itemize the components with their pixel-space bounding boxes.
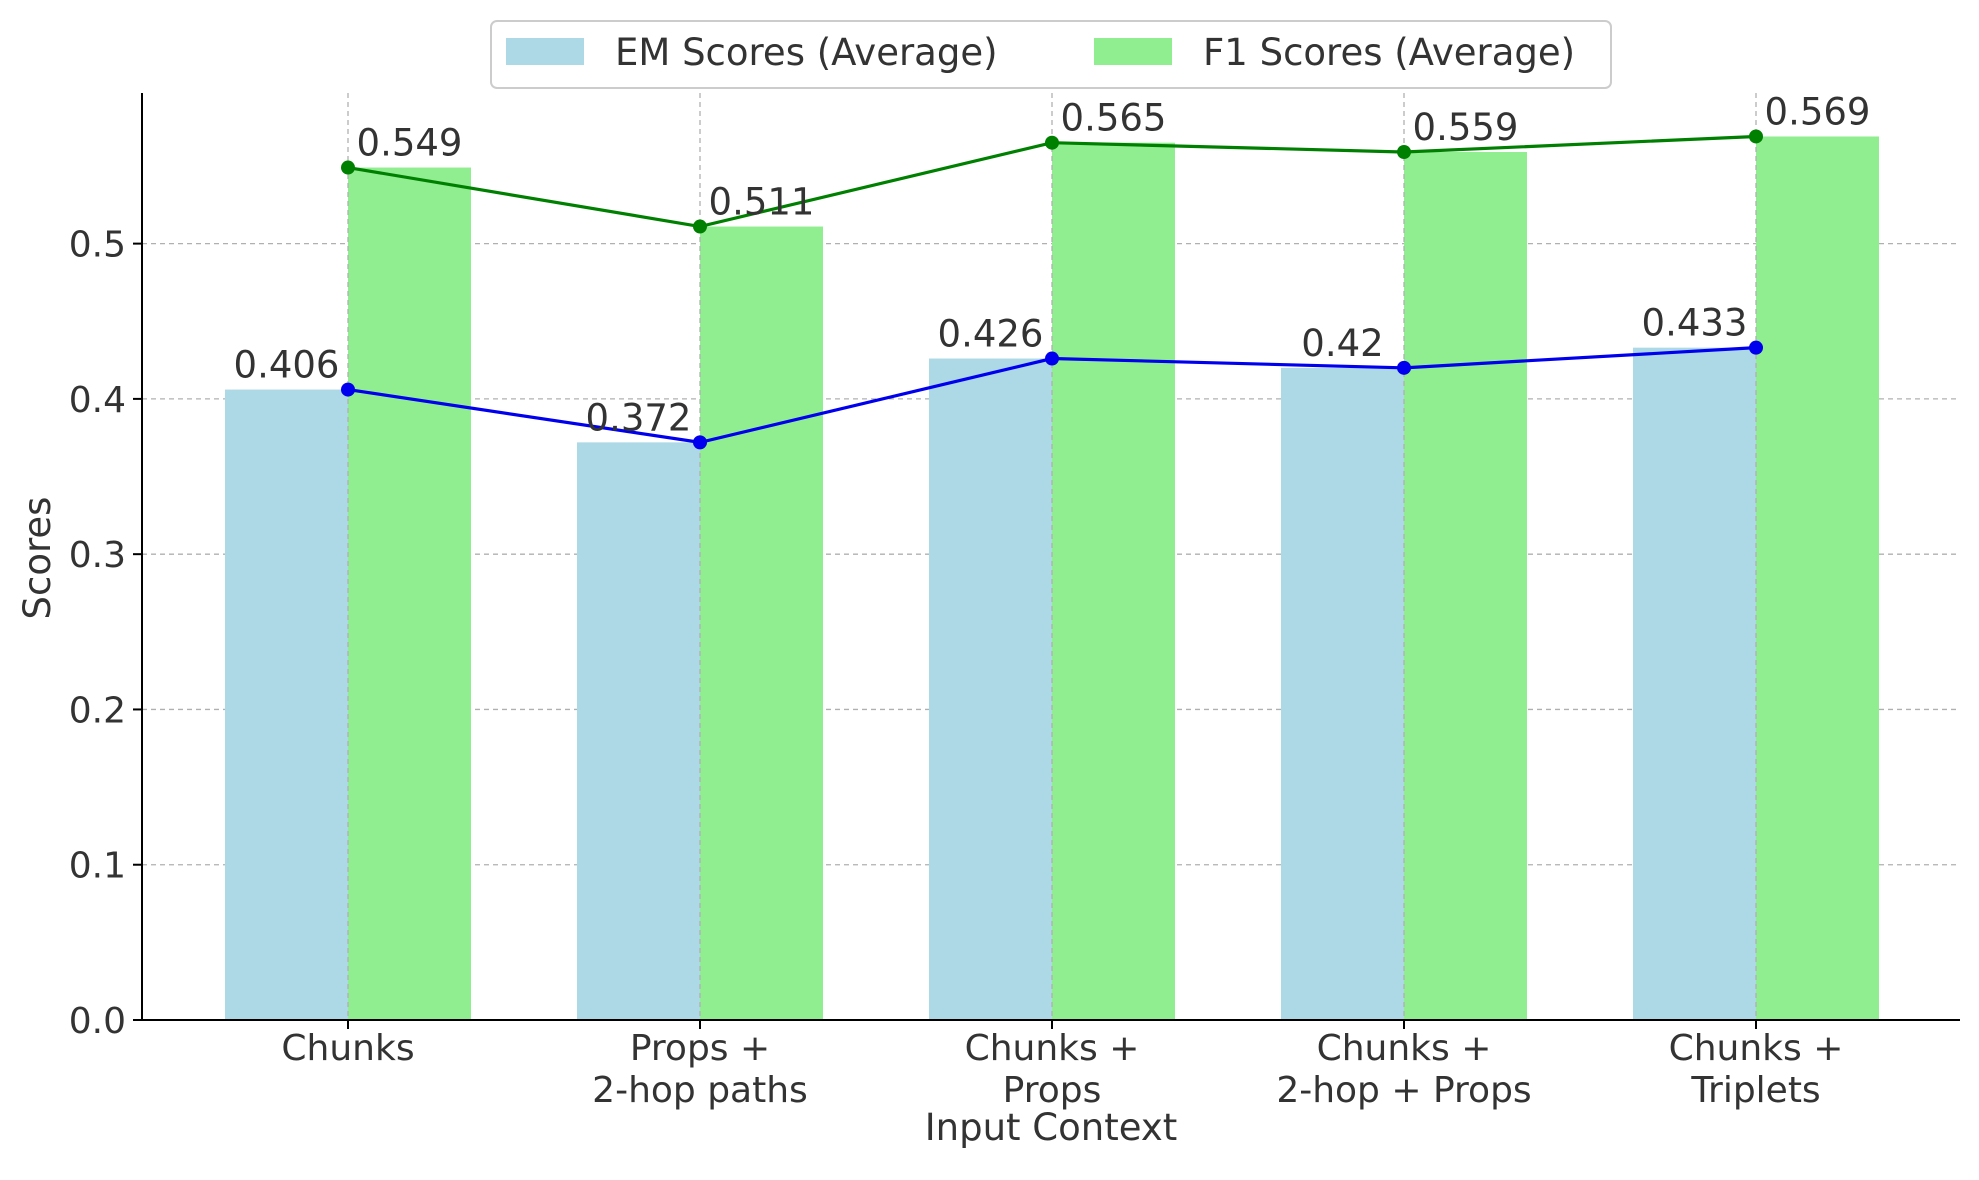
series-point-f1 <box>1397 145 1411 160</box>
y-tick-label: 0.3 <box>69 535 126 576</box>
series-point-em <box>341 382 355 397</box>
series-point-f1 <box>693 219 707 234</box>
series-point-f1 <box>1045 135 1059 150</box>
bar-em <box>1281 367 1404 1020</box>
y-tick-label: 0.0 <box>69 1001 126 1042</box>
bar-em <box>1633 347 1756 1020</box>
x-tick-label: Props <box>1003 1070 1102 1111</box>
legend-label-f1: F1 Scores (Average) <box>1203 31 1575 74</box>
y-tick-label: 0.4 <box>69 380 126 421</box>
series-point-f1 <box>1749 129 1763 144</box>
data-label-f1: 0.549 <box>357 122 463 165</box>
legend-swatch-em <box>506 38 584 65</box>
data-label-em: 0.433 <box>1642 302 1748 345</box>
legend: EM Scores (Average) F1 Scores (Average) <box>490 20 1612 89</box>
legend-swatch-f1 <box>1094 38 1172 65</box>
x-axis-title: Input Context <box>925 1106 1178 1149</box>
bar-em <box>225 389 348 1020</box>
data-label-f1: 0.565 <box>1061 97 1167 140</box>
x-tick-label: Chunks + <box>965 1028 1140 1069</box>
data-label-em: 0.42 <box>1301 322 1383 365</box>
x-tick-label: Triplets <box>1690 1070 1820 1111</box>
series-point-em <box>1397 360 1411 375</box>
series-point-f1 <box>341 160 355 175</box>
data-label-f1: 0.569 <box>1765 90 1871 133</box>
bars-layer <box>225 93 1879 1021</box>
lines-layer <box>341 129 1763 450</box>
legend-frame <box>490 20 1612 89</box>
labels-layer: 0.406 0.372 0.426 0.42 0.433 0.549 0.511 0.565 0… <box>234 90 1871 439</box>
bar-f1 <box>348 167 471 1021</box>
data-label-em: 0.372 <box>586 396 692 439</box>
bar-em <box>577 442 700 1021</box>
bar-f1 <box>1052 142 1175 1020</box>
x-tick-label: Props + <box>630 1028 770 1069</box>
bar-f1 <box>1756 136 1879 1020</box>
x-tick-label: Chunks + <box>1669 1028 1844 1069</box>
y-axis-title: Scores <box>16 497 59 620</box>
bar-em <box>929 358 1052 1021</box>
y-tick-label: 0.5 <box>69 225 126 266</box>
series-point-em <box>1045 351 1059 366</box>
ticks-layer: 0.0 0.1 0.2 0.3 0.4 0.5 Chunks Props +2-hop pat… <box>69 225 1844 1111</box>
y-tick-label: 0.1 <box>69 846 126 887</box>
data-label-em: 0.406 <box>234 344 340 387</box>
data-label-f1: 0.559 <box>1413 106 1519 149</box>
bar-f1 <box>1404 152 1527 1021</box>
x-tick-label: Chunks <box>281 1028 414 1069</box>
legend-label-em: EM Scores (Average) <box>615 31 998 74</box>
x-tick-label: 2-hop + Props <box>1276 1070 1531 1111</box>
y-tick-label: 0.2 <box>69 690 126 731</box>
x-tick-label: Chunks + <box>1317 1028 1492 1069</box>
series-point-em <box>1749 340 1763 355</box>
data-label-em: 0.426 <box>938 313 1044 356</box>
bar-f1 <box>700 226 823 1020</box>
data-label-f1: 0.511 <box>709 181 815 224</box>
x-tick-label: 2-hop paths <box>592 1070 808 1111</box>
series-point-em <box>693 435 707 450</box>
